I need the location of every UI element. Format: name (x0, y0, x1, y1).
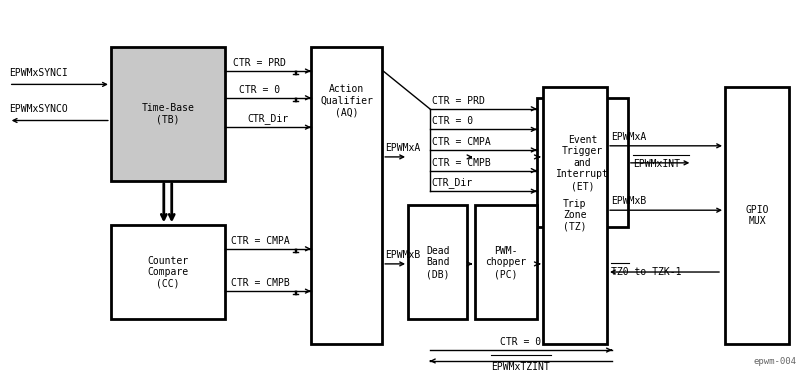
Text: CTR_Dir: CTR_Dir (247, 113, 288, 124)
Text: Counter
Compare
(CC): Counter Compare (CC) (147, 256, 188, 289)
Text: CTR = 0: CTR = 0 (431, 117, 472, 126)
Text: EPWMxTZINT: EPWMxTZINT (491, 362, 550, 372)
Text: CTR = PRD: CTR = PRD (234, 58, 286, 68)
Text: Event
Trigger
and
Interrupt
(ET): Event Trigger and Interrupt (ET) (556, 135, 608, 191)
Text: EPWMxSYNCI: EPWMxSYNCI (9, 68, 67, 77)
Bar (407, 205, 467, 319)
Text: CTR = CMPB: CTR = CMPB (431, 158, 490, 168)
Text: EPWMxA: EPWMxA (384, 143, 420, 153)
Text: CTR_Dir: CTR_Dir (431, 177, 472, 188)
Text: PWM-
chopper
(PC): PWM- chopper (PC) (485, 246, 526, 279)
Text: epwm-004: epwm-004 (753, 357, 796, 366)
Text: EPWMxA: EPWMxA (611, 132, 646, 142)
Text: CTR = CMPA: CTR = CMPA (431, 137, 490, 147)
Text: EPWMxINT: EPWMxINT (632, 159, 679, 169)
Text: EPWMxB: EPWMxB (611, 196, 646, 206)
Text: EPWMxSYNCO: EPWMxSYNCO (9, 104, 67, 114)
Text: Action
Qualifier
(AQ): Action Qualifier (AQ) (320, 84, 372, 117)
Text: CTR = 0: CTR = 0 (239, 85, 280, 95)
Text: Dead
Band
(DB): Dead Band (DB) (426, 246, 449, 279)
Text: CTR = 0: CTR = 0 (500, 337, 541, 347)
Bar (110, 225, 225, 319)
Bar (542, 86, 607, 344)
Text: CTR = CMPB: CTR = CMPB (230, 278, 289, 288)
Text: Time-Base
(TB): Time-Base (TB) (141, 103, 194, 124)
Text: CTR = PRD: CTR = PRD (431, 96, 484, 106)
Bar (311, 47, 382, 344)
Bar (724, 86, 788, 344)
Text: TZ0 to TZK-1: TZ0 to TZK-1 (611, 267, 680, 277)
Text: EPWMxB: EPWMxB (384, 250, 420, 260)
Bar (474, 205, 536, 319)
Text: GPIO
MUX: GPIO MUX (744, 205, 768, 226)
Text: CTR = CMPA: CTR = CMPA (230, 236, 289, 246)
Bar (110, 47, 225, 181)
Bar (536, 99, 627, 227)
Text: Trip
Zone
(TZ): Trip Zone (TZ) (563, 199, 586, 232)
